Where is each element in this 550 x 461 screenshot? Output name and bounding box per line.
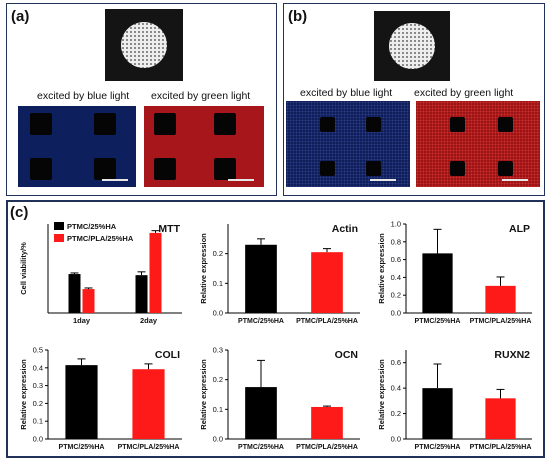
bar [311, 252, 343, 313]
bar [82, 289, 95, 313]
y-axis-label: Cell viability/% [19, 242, 28, 295]
micrograph-blue-b [286, 101, 410, 187]
legend-label: PTMC/25%HA [67, 222, 117, 231]
x-tick-label: PTMC/PLA/25%HA [296, 444, 358, 451]
micrograph-green-a [144, 106, 264, 187]
y-tick-label: 0.0 [391, 309, 401, 318]
panel-a-label: (a) [11, 8, 30, 25]
y-tick-label: 0.6 [391, 358, 401, 367]
chart-title: COLI [155, 349, 180, 361]
y-tick-label: 0.2 [213, 249, 223, 258]
chart-mtt: MTT Cell viability/% 1day 2day PTMC/25%HA PTM… [19, 222, 182, 325]
chart-ocn: OCN Relative expression 0.0 0.1 0.2 0.3 PTMC/2… [199, 346, 360, 451]
bar [68, 274, 81, 313]
x-tick-label: PTMC/25%HA [238, 318, 284, 325]
y-tick-label: 0.2 [33, 399, 43, 408]
bar [132, 369, 165, 439]
y-tick-label: 0.3 [33, 381, 43, 390]
y-tick-label: 0.0 [391, 435, 401, 444]
x-tick-label: PTMC/25%HA [415, 318, 461, 325]
y-tick-label: 0.1 [213, 405, 223, 414]
y-axis-label: Relative expression [19, 359, 28, 430]
y-axis-label: Relative expression [199, 233, 208, 304]
y-tick-label: 0.8 [391, 237, 401, 246]
y-tick-label: 0.5 [33, 346, 43, 355]
y-axis-label: Relative expression [377, 359, 386, 430]
chart-title: Actin [332, 223, 358, 235]
x-tick-label: 2day [140, 316, 158, 325]
y-axis-label: Relative expression [199, 359, 208, 430]
bar [245, 387, 277, 439]
scaffold-disk-a [121, 22, 167, 68]
legend-swatch [54, 234, 64, 242]
bar [485, 398, 516, 439]
scaffold-disk-b [389, 23, 435, 69]
y-axis-label: Relative expression [377, 233, 386, 304]
bar [245, 244, 277, 313]
chart-title: ALP [509, 223, 530, 235]
chart-title: RUXN2 [494, 349, 530, 361]
x-tick-label: PTMC/25%HA [415, 444, 461, 451]
bar [149, 232, 162, 313]
bar [422, 388, 453, 439]
x-tick-label: PTMC/25%HA [59, 444, 105, 451]
panel-c: (c) [6, 200, 545, 458]
micrograph-green-b [416, 101, 540, 187]
scaffold-photo-a [105, 9, 183, 81]
y-tick-label: 0.4 [391, 384, 401, 393]
panel-b: (b) excited by blue light excited by gre… [283, 3, 545, 196]
x-tick-label: PTMC/PLA/25%HA [118, 444, 180, 451]
y-tick-label: 0.4 [33, 363, 43, 372]
y-tick-label: 0.1 [33, 417, 43, 426]
y-tick-label: 0.2 [213, 375, 223, 384]
y-tick-label: 0.6 [391, 255, 401, 264]
bar [422, 253, 453, 313]
y-tick-label: 0.0 [33, 435, 43, 444]
x-tick-label: PTMC/25%HA [238, 444, 284, 451]
panel-b-label: (b) [288, 8, 308, 25]
x-tick-label: PTMC/PLA/25%HA [470, 444, 532, 451]
y-tick-label: 1.0 [391, 220, 401, 229]
y-tick-label: 0.0 [213, 435, 223, 444]
y-tick-label: 0.2 [391, 409, 401, 418]
chart-coli: COLI Relative expression 0.0 0.1 0.2 0.3 0.4 0.… [19, 346, 182, 451]
bar [135, 275, 148, 313]
bar [65, 365, 98, 439]
chart-title: OCN [335, 349, 358, 361]
micrograph-blue-a [18, 106, 136, 187]
y-tick-label: 0.2 [391, 291, 401, 300]
y-tick-label: 0.1 [213, 279, 223, 288]
chart-alp: ALP Relative expression 0.0 0.2 0.4 0.6 0.8 1.0… [377, 220, 532, 325]
y-tick-label: 0.3 [213, 346, 223, 355]
x-tick-label: PTMC/PLA/25%HA [296, 318, 358, 325]
panel-a: (a) excited by blue light excited by gre… [6, 3, 277, 196]
caption-blue-a: excited by blue light [37, 90, 130, 102]
caption-green-a: excited by green light [151, 90, 251, 102]
caption-blue-b: excited by blue light [300, 87, 393, 99]
panel-c-label: (c) [10, 204, 29, 221]
scaffold-photo-b [374, 11, 450, 81]
caption-green-b: excited by green light [414, 87, 514, 99]
legend-swatch [54, 222, 64, 230]
legend-label: PTMC/PLA/25%HA [67, 234, 134, 243]
y-tick-label: 0.4 [391, 273, 401, 282]
x-tick-label: PTMC/PLA/25%HA [470, 318, 532, 325]
x-tick-label: 1day [73, 316, 91, 325]
chart-title: MTT [158, 223, 180, 235]
bar [311, 406, 343, 439]
chart-ruxn2: RUXN2 Relative expression 0.0 0.2 0.4 0.6 PTMC… [377, 349, 532, 451]
bar [485, 285, 516, 313]
y-tick-label: 0.0 [213, 309, 223, 318]
chart-actin: Actin Relative expression 0.0 0.1 0.2 PTMC/25… [199, 223, 360, 325]
